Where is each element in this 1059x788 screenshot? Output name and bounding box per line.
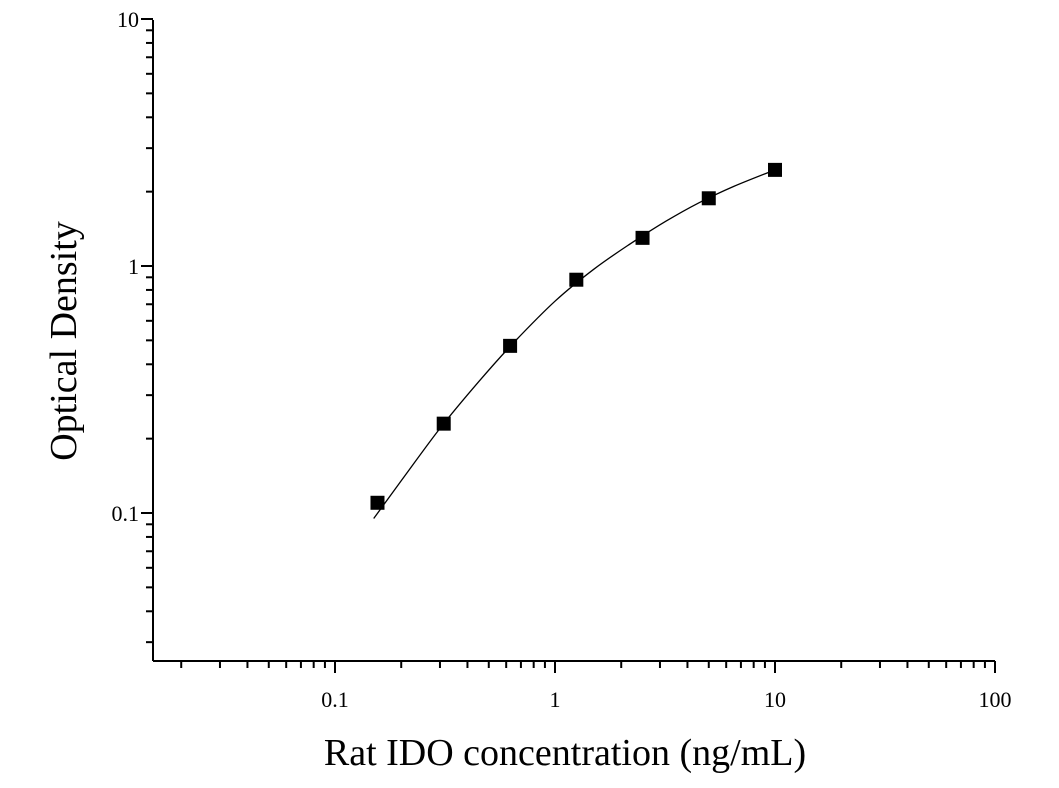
y-tick-label: 0.1 [112, 501, 140, 526]
data-points [370, 162, 782, 510]
data-point [768, 162, 782, 177]
data-point [370, 495, 385, 510]
y-tick-label: 10 [117, 7, 139, 32]
fit-curve-group [373, 169, 776, 519]
data-point [503, 338, 518, 353]
data-point [635, 230, 650, 245]
x-ticks: 0.1 1 10 100 [180, 661, 1012, 712]
x-tick-label: 100 [979, 687, 1012, 712]
fit-curve-line [373, 169, 776, 519]
x-tick-label: 1 [550, 687, 561, 712]
y-ticks: 0.1 1 10 [112, 7, 153, 644]
data-point [436, 416, 451, 431]
x-tick-label: 10 [764, 687, 786, 712]
x-tick-label: 0.1 [321, 687, 349, 712]
data-point [569, 272, 584, 287]
y-tick-label: 1 [128, 254, 139, 279]
y-axis-title: Optical Density [43, 221, 85, 461]
x-axis-title: Rat IDO concentration (ng/mL) [324, 732, 806, 774]
data-point [701, 191, 716, 206]
